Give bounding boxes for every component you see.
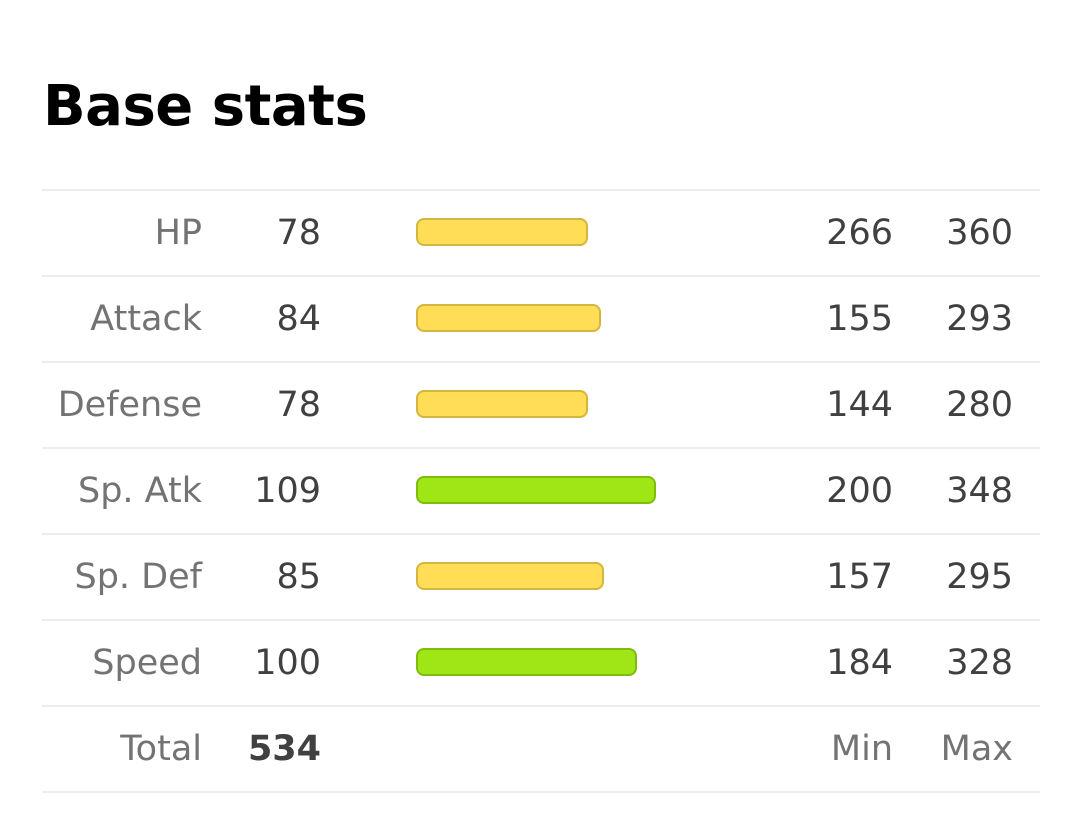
stat-row-attack: Attack 84 155 293 <box>42 277 1040 363</box>
stat-max: 328 <box>946 643 1013 683</box>
stat-row-total: Total 534 Min Max <box>42 707 1040 793</box>
stat-max: 280 <box>946 385 1013 425</box>
section-title: Base stats <box>43 74 368 139</box>
stat-label: Sp. Atk <box>77 471 202 511</box>
stat-max: 348 <box>946 471 1013 511</box>
stat-max: 360 <box>946 213 1013 253</box>
stat-value: 85 <box>276 557 321 597</box>
stat-value: 78 <box>276 385 321 425</box>
stat-bar-track <box>374 277 774 361</box>
stat-bar-track <box>374 363 774 447</box>
stat-min: 157 <box>826 557 893 597</box>
stat-max: 293 <box>946 299 1013 339</box>
stat-value: 109 <box>254 471 321 511</box>
stat-label: Attack <box>90 299 202 339</box>
stat-bar-track <box>374 535 774 619</box>
stat-value: 84 <box>276 299 321 339</box>
stat-min: 184 <box>826 643 893 683</box>
stat-bar <box>416 304 601 332</box>
stat-row-sp-atk: Sp. Atk 109 200 348 <box>42 449 1040 535</box>
stat-label: HP <box>154 213 202 253</box>
stat-max: 295 <box>946 557 1013 597</box>
stat-label: Speed <box>92 643 202 683</box>
stat-min: 266 <box>826 213 893 253</box>
stat-value: 78 <box>276 213 321 253</box>
stat-bar <box>416 648 637 676</box>
stat-bar <box>416 390 588 418</box>
stat-min: 155 <box>826 299 893 339</box>
min-column-label: Min <box>830 729 893 769</box>
stat-label: Defense <box>57 385 202 425</box>
stat-min: 200 <box>826 471 893 511</box>
stat-bar <box>416 476 656 504</box>
stat-bar <box>416 562 604 590</box>
stat-bar-track <box>374 621 774 705</box>
stat-bar <box>416 218 588 246</box>
stat-row-speed: Speed 100 184 328 <box>42 621 1040 707</box>
max-column-label: Max <box>940 729 1013 769</box>
total-value: 534 <box>247 729 321 769</box>
stat-row-sp-def: Sp. Def 85 157 295 <box>42 535 1040 621</box>
stat-bar-track <box>374 449 774 533</box>
stat-min: 144 <box>826 385 893 425</box>
base-stats-table: HP 78 266 360 Attack 84 155 293 Defense … <box>42 189 1040 793</box>
stat-bar-track <box>374 191 774 275</box>
total-label: Total <box>120 729 202 769</box>
stat-row-hp: HP 78 266 360 <box>42 191 1040 277</box>
stat-label: Sp. Def <box>74 557 203 597</box>
stat-row-defense: Defense 78 144 280 <box>42 363 1040 449</box>
stat-value: 100 <box>254 643 321 683</box>
